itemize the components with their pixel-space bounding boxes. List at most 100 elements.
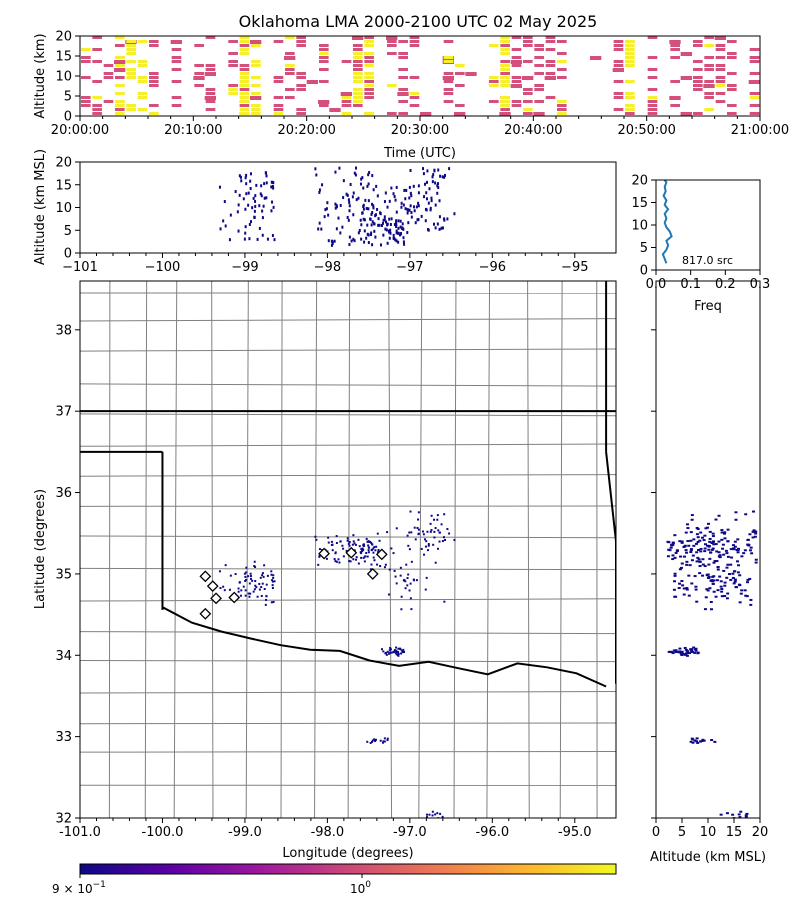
- altitude-latitude-point: [725, 597, 729, 600]
- histogram-xtick-label: 0.1: [680, 277, 701, 292]
- plan-view-point: [367, 551, 370, 554]
- plan-view-point: [376, 532, 379, 535]
- plan-view-point: [244, 589, 247, 592]
- time-height-cell: [523, 40, 533, 43]
- longitude-altitude-point: [448, 167, 451, 171]
- altitude-latitude-point: [750, 552, 754, 555]
- longitude-altitude-point: [395, 185, 398, 189]
- altitude-latitude-point: [736, 538, 740, 541]
- time-height-cell: [680, 112, 692, 116]
- plan-view-point: [224, 564, 227, 567]
- longitude-altitude-xtick-label: −97: [396, 260, 423, 275]
- altitude-latitude-point: [712, 579, 716, 582]
- longitude-altitude-point: [321, 183, 324, 187]
- longitude-altitude-point: [334, 202, 337, 206]
- longitude-altitude-point: [430, 196, 433, 200]
- altitude-latitude-point: [721, 547, 725, 550]
- plan-view-point: [335, 541, 338, 544]
- altitude-latitude-point: [719, 813, 723, 816]
- altitude-latitude-point: [681, 652, 685, 655]
- station-markers: [199, 546, 388, 620]
- time-height-cell: [273, 80, 284, 83]
- time-height-cell: [228, 88, 238, 91]
- longitude-altitude-point: [374, 213, 377, 217]
- altitude-latitude-point: [666, 555, 670, 558]
- time-height-cell: [171, 56, 182, 59]
- plan-view-point: [434, 561, 437, 564]
- altitude-latitude-point: [671, 554, 675, 557]
- time-height-cell: [500, 80, 510, 83]
- plan-view-ytick-label: 34: [55, 649, 72, 664]
- time-height-cell: [613, 80, 624, 83]
- longitude-altitude-point: [379, 212, 382, 216]
- time-height-cell: [251, 84, 261, 87]
- time-height-cell: [296, 112, 306, 115]
- time-height-cell: [296, 44, 306, 47]
- time-height-cell: [647, 76, 658, 79]
- plan-view-point: [424, 588, 427, 591]
- plan-view-point: [389, 651, 392, 654]
- time-height-cell: [500, 36, 510, 39]
- plan-view-point: [386, 739, 389, 742]
- altitude-latitude-point: [677, 582, 681, 585]
- plan-view-point: [315, 538, 318, 541]
- altitude-latitude-point: [692, 544, 696, 547]
- longitude-altitude-point: [256, 237, 259, 241]
- time-height-cell: [443, 92, 454, 95]
- time-height-cell: [81, 96, 91, 99]
- plan-view-point: [422, 530, 425, 533]
- altitude-latitude-point: [717, 551, 721, 554]
- plan-view-point: [348, 541, 351, 544]
- altitude-latitude-point: [751, 530, 755, 533]
- county-line: [418, 281, 423, 818]
- county-line: [173, 281, 178, 818]
- longitude-altitude-point: [244, 231, 247, 235]
- altitude-latitude-point: [723, 584, 727, 587]
- longitude-altitude-point: [331, 242, 334, 246]
- plan-view-ylabel: Latitude (degrees): [33, 489, 48, 609]
- altitude-latitude-point: [736, 560, 740, 563]
- altitude-latitude-point: [733, 578, 737, 581]
- time-height-cell: [126, 76, 136, 79]
- longitude-altitude-point: [347, 218, 350, 222]
- longitude-altitude-point: [399, 219, 402, 223]
- longitude-altitude-point: [325, 207, 328, 211]
- colorbar-gradient: [79, 863, 617, 875]
- plan-view-point: [242, 585, 245, 588]
- time-height-cell: [296, 88, 306, 91]
- longitude-altitude-point: [383, 215, 386, 219]
- time-height-cell: [341, 60, 352, 63]
- time-height-cell: [398, 56, 408, 59]
- time-height-cell: [647, 88, 658, 91]
- altitude-latitude-point: [689, 539, 693, 542]
- plan-view-point: [362, 548, 365, 551]
- plan-view-point: [270, 573, 273, 576]
- longitude-altitude-point: [330, 243, 333, 247]
- plan-view-point: [357, 538, 360, 541]
- time-height-cell: [319, 100, 329, 103]
- plan-view-point: [373, 546, 376, 549]
- altitude-latitude-point: [738, 584, 742, 587]
- altitude-latitude-point: [683, 544, 687, 547]
- time-height-cell: [239, 80, 250, 83]
- longitude-altitude-point: [261, 216, 264, 220]
- time-height-xtick-label: 20:10:00: [164, 123, 222, 138]
- plan-view-point: [252, 590, 255, 593]
- time-height-cell: [81, 48, 91, 51]
- altitude-latitude-point: [710, 739, 714, 742]
- longitude-altitude-point: [245, 173, 248, 177]
- plan-view-point: [409, 510, 412, 513]
- longitude-altitude-point: [414, 221, 417, 225]
- altitude-latitude-point: [744, 594, 748, 597]
- altitude-latitude-point: [687, 544, 691, 547]
- plan-view-point: [377, 548, 380, 551]
- altitude-latitude-point: [667, 548, 671, 551]
- time-height-cell: [693, 68, 703, 71]
- plan-view-point: [405, 563, 408, 566]
- station-marker: [366, 567, 379, 580]
- longitude-altitude-point: [376, 208, 379, 212]
- longitude-altitude-point: [239, 175, 242, 179]
- longitude-altitude-point: [243, 237, 246, 241]
- time-height-cell: [557, 108, 567, 111]
- time-height-cell: [296, 84, 306, 87]
